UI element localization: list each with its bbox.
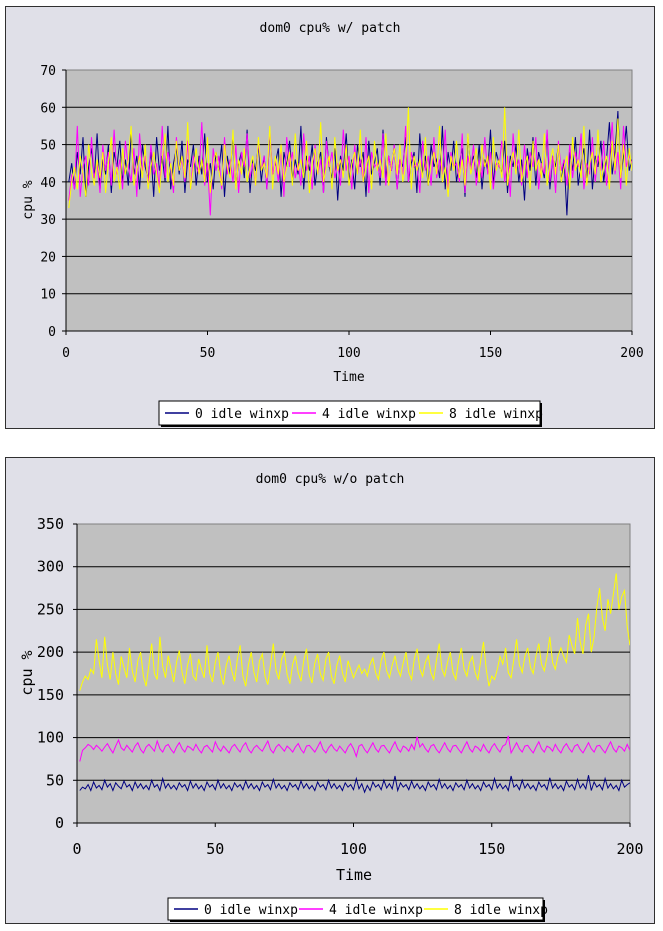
y-tick-label: 0: [48, 325, 56, 340]
legend-label: 8 idle winxp: [454, 903, 548, 918]
legend-label: 0 idle winxp: [195, 407, 289, 422]
y-axis-label: cpu %: [21, 180, 36, 219]
chart-panel-with-patch: dom0 cpu% w/ patch 0 10 20 30 40 50 60 70 0 50 100 1…: [5, 6, 655, 429]
legend: 0 idle winxp 4 idle winxp 8 idle winxp: [167, 897, 548, 922]
legend-label: 4 idle winxp: [322, 407, 416, 422]
x-tick-label: 0: [72, 840, 81, 858]
y-tick-label: 60: [40, 101, 56, 116]
x-axis-label: Time: [333, 370, 364, 385]
x-tick-label: 50: [206, 840, 224, 858]
y-axis-label: cpu %: [18, 650, 36, 695]
x-tick-label: 150: [479, 346, 502, 361]
chart-with-patch: dom0 cpu% w/ patch 0 10 20 30 40 50 60 70 0 50 100 1…: [21, 21, 644, 427]
plot-area: [65, 69, 633, 332]
y-tick-label: 300: [37, 558, 64, 576]
x-tick-label: 0: [62, 346, 70, 361]
x-tick-label: 150: [478, 840, 505, 858]
y-tick-label: 40: [40, 176, 56, 191]
y-tick-label: 50: [40, 139, 56, 154]
y-tick-label: 70: [40, 64, 56, 79]
y-tick-label: 30: [40, 213, 56, 228]
x-tick-label: 100: [340, 840, 367, 858]
chart-title: dom0 cpu% w/o patch: [256, 472, 405, 487]
y-tick-label: 10: [40, 288, 56, 303]
legend-box: [158, 400, 541, 426]
y-tick-label: 200: [37, 643, 64, 661]
x-tick-label: 200: [616, 840, 643, 858]
legend: 0 idle winxp 4 idle winxp 8 idle winxp: [158, 400, 543, 427]
chart-panel-without-patch: dom0 cpu% w/o patch 0 50 100 150 200 250 300 350…: [5, 457, 655, 924]
series-group: [79, 573, 630, 794]
series-line-2: [79, 573, 630, 691]
x-tick-label: 50: [200, 346, 216, 361]
y-tick-label: 250: [37, 600, 64, 618]
y-tick-label: 0: [55, 814, 64, 832]
legend-label: 8 idle winxp: [449, 407, 543, 422]
chart-title: dom0 cpu% w/ patch: [260, 21, 401, 36]
series-line-0: [79, 775, 630, 794]
series-group: [68, 107, 632, 216]
legend-label: 0 idle winxp: [204, 903, 298, 918]
y-tick-label: 50: [46, 771, 64, 789]
legend-box: [167, 897, 544, 921]
x-axis-label: Time: [336, 866, 372, 884]
y-tick-label: 150: [37, 686, 64, 704]
y-tick-label: 350: [37, 515, 64, 533]
x-tick-label: 200: [620, 346, 643, 361]
legend-label: 4 idle winxp: [329, 903, 423, 918]
series-line-2: [68, 107, 632, 209]
y-tick-label: 20: [40, 250, 56, 265]
plot-area: [76, 523, 631, 824]
x-tick-label: 100: [337, 346, 360, 361]
series-line-1: [79, 735, 630, 762]
y-tick-label: 100: [37, 729, 64, 747]
chart-without-patch: dom0 cpu% w/o patch 0 50 100 150 200 250 300 350…: [18, 472, 644, 922]
